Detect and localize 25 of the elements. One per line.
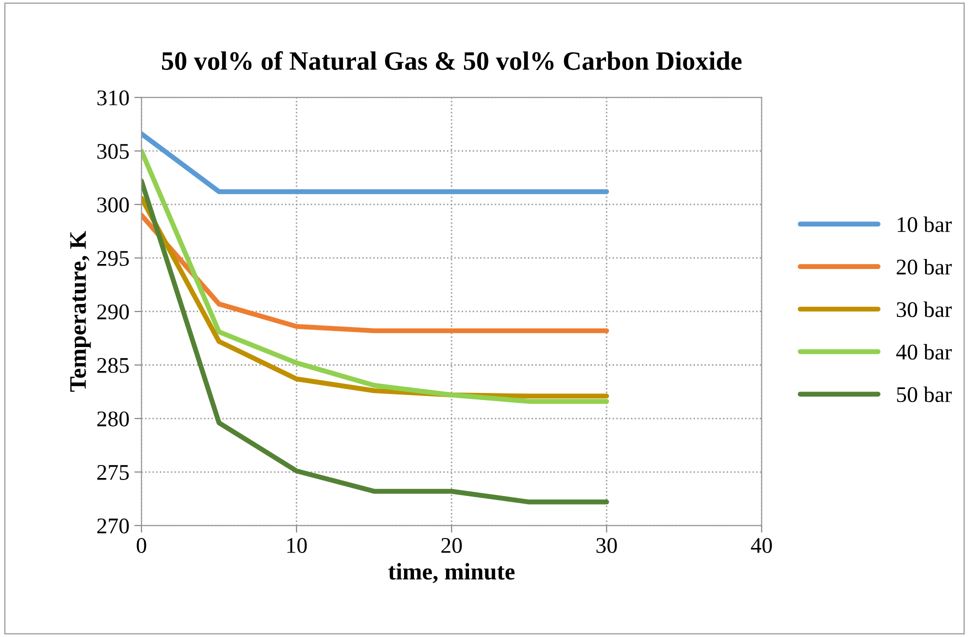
y-tick-label: 280: [97, 411, 129, 426]
x-tick-label: 30: [596, 538, 617, 553]
legend-label: 50 bar: [897, 386, 952, 402]
y-tick-label: 285: [97, 358, 129, 373]
legend-label: 20 bar: [896, 258, 952, 275]
y-tick-label: 310: [97, 90, 129, 106]
line-series: [141, 148, 610, 404]
y-tick-label: 295: [97, 250, 129, 266]
y-tick-label: 275: [97, 465, 129, 480]
legend-label: 40 bar: [896, 344, 952, 360]
line-series: [141, 178, 610, 504]
x-tick-label: 20: [441, 538, 462, 553]
legend-label: 10 bar: [898, 216, 952, 232]
x-tick-label: 10: [287, 538, 307, 553]
x-tick-label: 40: [750, 538, 772, 553]
x-axis-title: time, minute: [388, 563, 515, 584]
chart-title: 50 vol% of Natural Gas & 50 vol% Carbon Dioxide: [162, 51, 742, 70]
y-tick-label: 270: [97, 518, 129, 534]
x-tick-label: 0: [136, 538, 146, 553]
y-tick-label: 305: [97, 144, 129, 159]
legend-label: 30 bar: [896, 301, 952, 318]
y-tick-label: 300: [97, 197, 129, 212]
y-axis-title: Temperature, K: [70, 231, 91, 392]
line-series: [141, 212, 610, 334]
y-tick-label: 290: [97, 304, 129, 320]
